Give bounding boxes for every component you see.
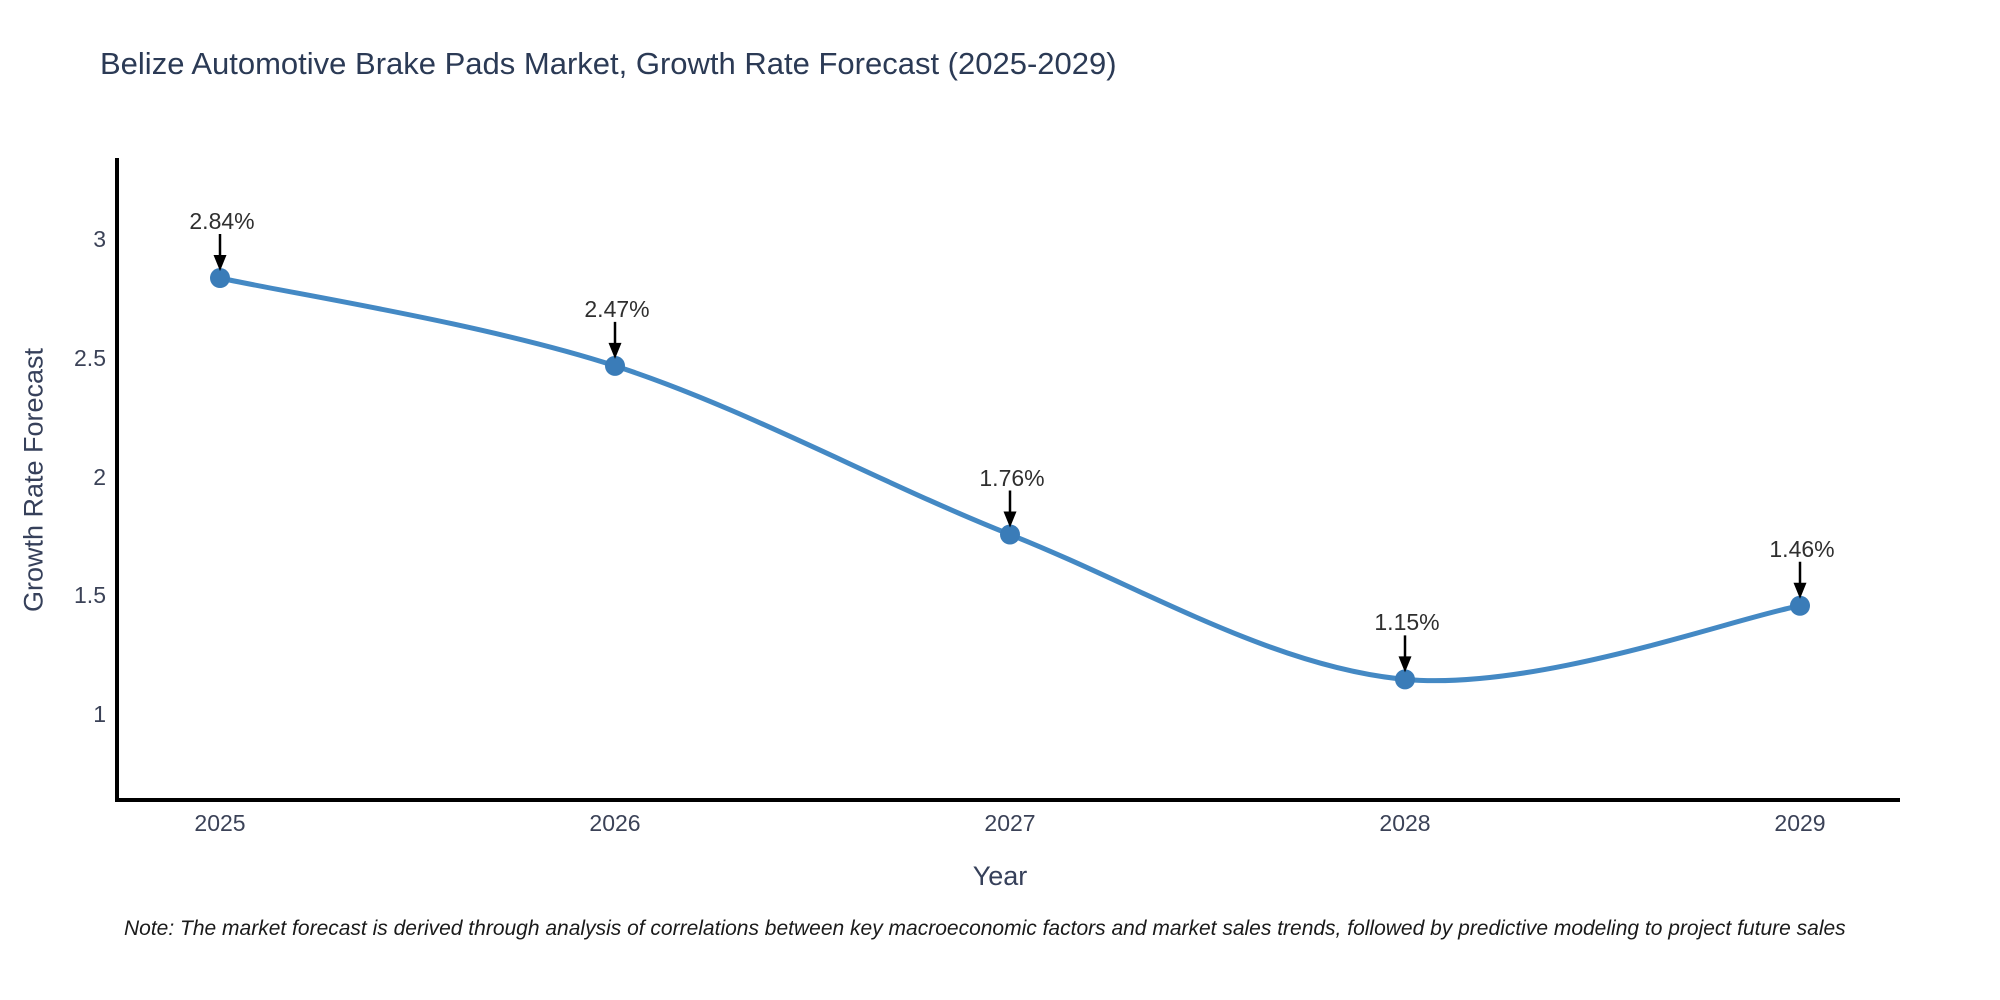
x-tick-label: 2027: [984, 810, 1036, 836]
y-tick-label: 2.5: [74, 344, 106, 371]
data-point-annotation: 1.15%: [1374, 609, 1440, 636]
data-point-marker: [605, 355, 625, 376]
y-tick-label: 1.5: [74, 582, 106, 609]
x-tick-label: 2025: [194, 810, 246, 836]
annotation-arrow-head: [1793, 582, 1807, 599]
x-tick-label: 2028: [1379, 810, 1431, 836]
data-point-marker: [1790, 595, 1810, 616]
data-point-marker: [210, 268, 230, 288]
data-point-markers: [210, 268, 1810, 690]
data-point-annotation: 2.84%: [189, 208, 255, 234]
chart-title: Belize Automotive Brake Pads Market, Gro…: [100, 46, 1117, 81]
x-tick-label: 2029: [1774, 810, 1826, 836]
y-tick-label: 1: [93, 701, 106, 727]
annotation-arrow-head: [213, 255, 227, 271]
data-point-marker: [1000, 524, 1020, 545]
x-tick-label: 2026: [589, 810, 641, 836]
data-point-marker: [1395, 669, 1415, 690]
annotation-arrow-head: [1398, 656, 1412, 673]
annotation-arrows: [213, 234, 1807, 673]
annotation-arrow-head: [1003, 511, 1017, 528]
data-point-annotation: 2.47%: [584, 295, 650, 322]
y-tick-label: 3: [93, 226, 106, 252]
footnote: Note: The market forecast is derived thr…: [124, 917, 1846, 940]
y-tick-label: 2: [93, 463, 106, 490]
data-point-annotation: 1.46%: [1769, 535, 1835, 562]
annotation-arrow-head: [608, 342, 622, 359]
x-axis-title: Year: [972, 861, 1028, 891]
data-point-annotation: 1.76%: [979, 464, 1045, 491]
